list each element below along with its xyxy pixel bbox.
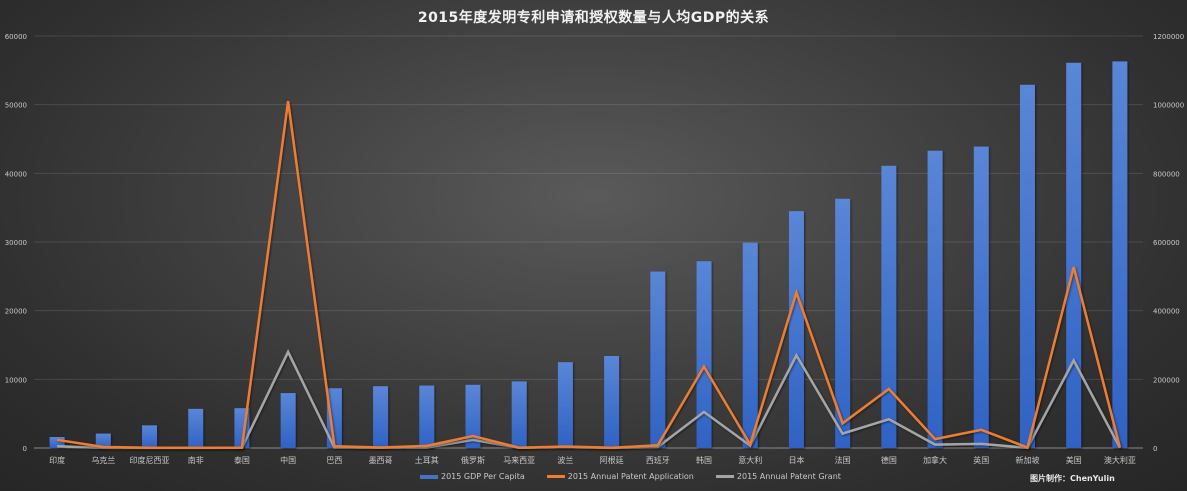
legend-swatch-application xyxy=(546,475,565,478)
x-tick-label: 日本 xyxy=(788,455,804,465)
gdp-bar[interactable] xyxy=(280,393,296,448)
x-tick-label: 新加坡 xyxy=(1015,455,1039,465)
left-tick-label: 40000 xyxy=(5,170,27,178)
gdp-bar[interactable] xyxy=(465,384,481,448)
gdp-bar[interactable] xyxy=(927,150,943,448)
x-tick-label: 南非 xyxy=(188,455,204,465)
gdp-bar[interactable] xyxy=(511,381,527,448)
gdp-bar[interactable] xyxy=(142,425,158,448)
x-tick-label: 加拿大 xyxy=(923,455,947,465)
left-y-axis: 0 10000 20000 30000 40000 50000 60000 xyxy=(5,33,27,453)
legend-item-grant[interactable]: 2015 Annual Patent Grant xyxy=(715,472,841,481)
left-tick-label: 20000 xyxy=(5,308,27,316)
legend-label-grant: 2015 Annual Patent Grant xyxy=(736,472,841,481)
x-tick-label: 中国 xyxy=(280,455,296,465)
gdp-bar[interactable] xyxy=(1019,84,1035,449)
gdp-bar[interactable] xyxy=(973,146,989,448)
gdp-bar[interactable] xyxy=(604,355,620,448)
x-tick-label: 英国 xyxy=(973,455,989,465)
left-tick-label: 10000 xyxy=(5,376,27,384)
gdp-bar[interactable] xyxy=(1066,62,1082,448)
right-tick-label: 600000 xyxy=(1153,239,1180,247)
gdp-bar[interactable] xyxy=(373,386,389,448)
gdp-bar[interactable] xyxy=(1112,61,1128,448)
x-tick-label: 乌克兰 xyxy=(91,455,115,465)
right-tick-label: 1200000 xyxy=(1153,33,1184,41)
gdp-bar[interactable] xyxy=(742,242,758,448)
legend-swatch-grant xyxy=(715,475,734,478)
legend-label-gdp: 2015 GDP Per Capita xyxy=(441,472,525,481)
legend-label-application: 2015 Annual Patent Application xyxy=(567,472,694,481)
x-tick-label: 波兰 xyxy=(557,455,573,465)
x-tick-label: 泰国 xyxy=(234,455,250,465)
x-tick-label: 土耳其 xyxy=(415,455,439,465)
gdp-bar[interactable] xyxy=(650,271,666,448)
x-tick-label: 印度尼西亚 xyxy=(130,455,170,465)
x-tick-label: 德国 xyxy=(881,455,897,465)
gdp-bar[interactable] xyxy=(696,261,712,448)
gdp-bar[interactable] xyxy=(188,408,204,448)
x-tick-label: 巴西 xyxy=(326,456,342,465)
x-tick-label: 澳大利亚 xyxy=(1104,455,1136,465)
x-tick-label: 西班牙 xyxy=(646,455,670,465)
right-tick-label: 400000 xyxy=(1153,308,1180,316)
patent-lines xyxy=(56,101,1122,450)
left-tick-label: 30000 xyxy=(5,239,27,247)
left-tick-label: 0 xyxy=(23,445,27,453)
x-tick-label: 马来西亚 xyxy=(503,456,535,465)
credit-text: 图片制作：ChenYulin xyxy=(1030,474,1115,483)
legend-swatch-gdp xyxy=(420,474,438,479)
x-tick-label: 法国 xyxy=(835,455,851,465)
chart-legend: 2015 GDP Per Capita 2015 Annual Patent A… xyxy=(420,472,841,481)
gdp-bar[interactable] xyxy=(881,165,897,448)
x-tick-label: 俄罗斯 xyxy=(461,455,485,465)
gdp-bar[interactable] xyxy=(326,388,342,448)
right-tick-label: 1000000 xyxy=(1153,102,1184,110)
x-tick-label: 韩国 xyxy=(696,455,712,465)
right-tick-label: 800000 xyxy=(1153,170,1180,178)
x-tick-label: 印度 xyxy=(49,455,65,465)
gdp-bars xyxy=(49,61,1128,449)
x-tick-label: 美国 xyxy=(1066,455,1082,465)
gdp-bar[interactable] xyxy=(788,211,804,448)
right-tick-label: 0 xyxy=(1153,445,1157,453)
right-y-axis: 0 200000 400000 600000 800000 1000000 1200000 xyxy=(1153,33,1184,453)
gdp-bar[interactable] xyxy=(835,198,851,448)
application-line[interactable] xyxy=(56,101,1122,450)
right-tick-label: 200000 xyxy=(1153,376,1180,384)
gdp-bar[interactable] xyxy=(419,385,435,448)
x-tick-label: 阿根廷 xyxy=(600,455,624,465)
gdp-bar[interactable] xyxy=(557,362,573,448)
gdp-bar[interactable] xyxy=(49,437,65,448)
legend-item-application[interactable]: 2015 Annual Patent Application xyxy=(546,472,694,481)
x-tick-label: 墨西哥 xyxy=(369,456,393,465)
left-tick-label: 60000 xyxy=(5,33,27,41)
chart-title: 2015年度发明专利申请和授权数量与人均GDP的关系 xyxy=(417,10,770,26)
x-tick-label: 意大利 xyxy=(738,455,762,465)
x-axis-labels: 印度 乌克兰 印度尼西亚 南非 泰国 中国 巴西 墨西哥 土耳其 俄罗斯 马来西亚 波兰 阿根廷 西班牙 韩… xyxy=(49,455,1136,465)
left-tick-label: 50000 xyxy=(5,102,27,110)
gdp-bar[interactable] xyxy=(95,433,111,448)
legend-item-gdp[interactable]: 2015 GDP Per Capita xyxy=(420,472,525,481)
